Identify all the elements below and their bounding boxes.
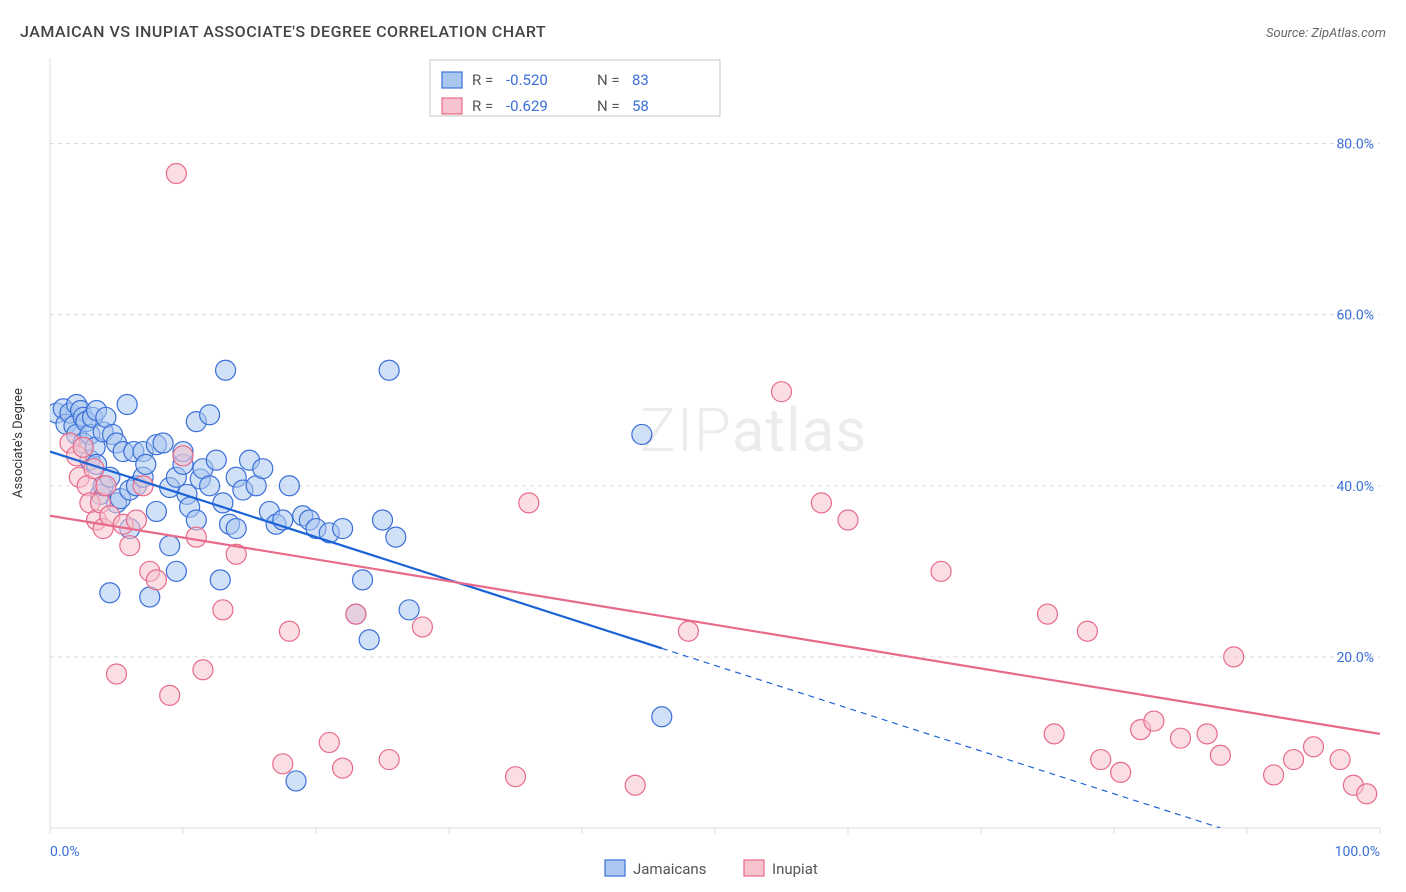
data-point xyxy=(1077,621,1097,641)
data-point xyxy=(193,660,213,680)
data-point xyxy=(73,437,93,457)
data-point xyxy=(126,510,146,530)
data-point xyxy=(625,775,645,795)
data-point xyxy=(160,685,180,705)
data-point xyxy=(1210,745,1230,765)
data-point xyxy=(399,600,419,620)
data-point xyxy=(333,519,353,539)
legend-r-label: R = xyxy=(472,71,493,89)
legend-r-label: R = xyxy=(472,97,493,115)
data-point xyxy=(146,501,166,521)
data-point xyxy=(166,164,186,184)
legend-swatch xyxy=(442,98,462,114)
data-point xyxy=(166,561,186,581)
data-point xyxy=(120,536,140,556)
data-point xyxy=(153,433,173,453)
data-point xyxy=(319,732,339,752)
legend-bottom-swatch xyxy=(744,860,764,876)
data-point xyxy=(353,570,373,590)
legend-bottom-label: Inupiat xyxy=(772,860,818,878)
data-point xyxy=(1357,784,1377,804)
data-point xyxy=(146,570,166,590)
data-point xyxy=(1264,765,1284,785)
legend-r-value: -0.629 xyxy=(506,97,548,115)
data-point xyxy=(1038,604,1058,624)
y-tick-label: 60.0% xyxy=(1336,308,1374,324)
data-point xyxy=(1304,737,1324,757)
data-point xyxy=(216,360,236,380)
data-point xyxy=(373,510,393,530)
data-point xyxy=(333,758,353,778)
data-point xyxy=(279,621,299,641)
data-point xyxy=(206,450,226,470)
legend-n-value: 58 xyxy=(632,97,649,115)
data-point xyxy=(1330,750,1350,770)
data-point xyxy=(213,600,233,620)
correlation-scatter-chart: 0.0% 100.0% 20.0% 40.0% 60.0% 80.0% Associate'… xyxy=(0,0,1406,892)
data-point xyxy=(1044,724,1064,744)
data-point xyxy=(519,493,539,513)
y-tick-label: 80.0% xyxy=(1336,137,1374,153)
data-point xyxy=(117,395,137,415)
data-point xyxy=(136,454,156,474)
data-point xyxy=(1111,762,1131,782)
data-point xyxy=(838,510,858,530)
data-point xyxy=(1224,647,1244,667)
legend-bottom-label: Jamaicans xyxy=(633,860,706,878)
legend-n-label: N = xyxy=(597,97,620,115)
data-point xyxy=(286,771,306,791)
data-point xyxy=(1144,711,1164,731)
legend-r-value: -0.520 xyxy=(506,71,548,89)
y-tick-label: 40.0% xyxy=(1336,479,1374,495)
data-point xyxy=(632,424,652,444)
data-point xyxy=(811,493,831,513)
data-point xyxy=(200,405,220,425)
data-point xyxy=(160,536,180,556)
trend-solid xyxy=(50,516,1380,734)
data-point xyxy=(107,664,127,684)
data-point xyxy=(173,446,193,466)
data-point xyxy=(379,750,399,770)
data-point xyxy=(100,583,120,603)
legend-n-value: 83 xyxy=(632,71,649,89)
data-point xyxy=(772,382,792,402)
data-point xyxy=(1171,728,1191,748)
legend-n-label: N = xyxy=(597,71,620,89)
data-point xyxy=(186,527,206,547)
data-point xyxy=(386,527,406,547)
legend-swatch xyxy=(442,72,462,88)
data-point xyxy=(226,519,246,539)
data-point xyxy=(931,561,951,581)
data-point xyxy=(279,476,299,496)
y-axis-title: Associate's Degree xyxy=(11,388,26,498)
data-point xyxy=(379,360,399,380)
data-point xyxy=(253,459,273,479)
data-point xyxy=(1284,750,1304,770)
trendline-jamaicans xyxy=(50,452,1220,828)
data-point xyxy=(1091,750,1111,770)
data-point xyxy=(200,476,220,496)
data-point xyxy=(1197,724,1217,744)
data-point xyxy=(506,767,526,787)
legend-bottom-swatch xyxy=(605,860,625,876)
data-point xyxy=(210,570,230,590)
data-point xyxy=(652,707,672,727)
data-point xyxy=(96,476,116,496)
y-tick-label: 20.0% xyxy=(1336,650,1374,666)
data-point xyxy=(273,754,293,774)
data-point xyxy=(359,630,379,650)
data-point xyxy=(412,617,432,637)
x-tick-label: 0.0% xyxy=(50,844,80,860)
trendline-inupiat xyxy=(50,516,1380,734)
data-point xyxy=(346,604,366,624)
data-point xyxy=(678,621,698,641)
x-tick-label: 100.0% xyxy=(1335,844,1380,860)
